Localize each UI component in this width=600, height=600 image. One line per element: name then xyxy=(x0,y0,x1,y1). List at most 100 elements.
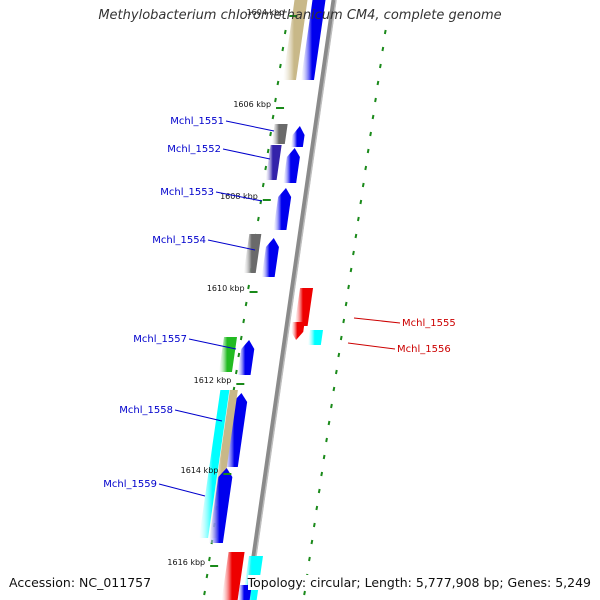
gene-leader-line xyxy=(188,338,237,350)
gene-leader-line xyxy=(225,120,275,132)
gene-block xyxy=(307,330,324,345)
gene-leader-line xyxy=(215,191,263,202)
gene-block xyxy=(294,288,314,326)
outer-tick-mark xyxy=(354,233,358,239)
outer-tick-mark xyxy=(376,80,380,86)
gene-leader-line xyxy=(158,483,206,497)
inner-tick-mark xyxy=(266,148,270,154)
inner-tick-mark xyxy=(261,182,265,188)
gene-block xyxy=(300,0,326,80)
inner-tick-mark xyxy=(264,165,268,171)
inner-tick-mark xyxy=(203,590,206,596)
gene-label-mchl-1558[interactable]: Mchl_1558 xyxy=(119,405,173,416)
outer-tick-mark xyxy=(320,471,324,477)
outer-tick-mark xyxy=(308,556,311,562)
genome-backbone-highlight xyxy=(248,0,337,600)
outer-tick-mark xyxy=(352,250,355,256)
tick-label: 1604 kbp xyxy=(247,8,285,17)
inner-tick-mark xyxy=(281,46,285,52)
outer-tick-mark xyxy=(374,97,377,103)
outer-tick-mark xyxy=(361,182,365,188)
gene-block xyxy=(291,322,305,340)
outer-tick-mark xyxy=(379,63,382,69)
gene-block xyxy=(271,124,288,144)
outer-tick-mark xyxy=(359,199,363,205)
outer-tick-mark xyxy=(342,318,346,324)
gene-block xyxy=(283,148,300,183)
outer-tick-mark xyxy=(327,420,331,426)
outer-tick-mark xyxy=(310,539,314,545)
inner-tick-mark xyxy=(256,216,260,222)
gene-block xyxy=(218,337,238,372)
gene-leader-line xyxy=(222,148,271,160)
inner-tick-mark xyxy=(239,335,243,341)
accession-text: Accession: NC_011757 xyxy=(9,575,152,590)
genome-title: Methylobacterium chloromethanicum CM4, c… xyxy=(98,8,502,23)
inner-tick-mark xyxy=(276,80,280,86)
gene-leader-line xyxy=(347,342,396,350)
gene-label-mchl-1551[interactable]: Mchl_1551 xyxy=(170,116,224,127)
outer-tick-mark xyxy=(356,216,360,222)
gene-label-mchl-1553[interactable]: Mchl_1553 xyxy=(160,187,214,198)
inner-tick-mark xyxy=(237,352,241,358)
inner-tick-mark xyxy=(242,318,246,324)
outer-tick-mark xyxy=(334,369,338,375)
outer-tick-mark xyxy=(317,488,321,494)
outer-tick-mark xyxy=(366,148,370,154)
outer-tick-mark xyxy=(303,590,306,596)
gene-block xyxy=(282,0,308,80)
gene-label-mchl-1554[interactable]: Mchl_1554 xyxy=(152,235,206,246)
outer-tick-mark xyxy=(322,454,326,460)
outer-tick-mark xyxy=(383,29,387,35)
tick-label: 1612 kbp xyxy=(194,376,232,385)
inner-tick-mark xyxy=(269,131,272,137)
gene-label-mchl-1552[interactable]: Mchl_1552 xyxy=(167,144,221,155)
inner-tick-mark xyxy=(279,63,282,69)
outer-tick-mark xyxy=(337,352,341,358)
gene-block xyxy=(221,552,245,600)
outer-tick-mark xyxy=(330,403,333,409)
gene-block xyxy=(290,126,305,147)
outer-tick-mark xyxy=(325,437,328,443)
gene-block xyxy=(199,390,230,538)
inner-tick-mark xyxy=(205,573,209,579)
outer-tick-mark xyxy=(349,267,353,273)
outer-tick-mark xyxy=(381,46,385,52)
gene-block xyxy=(237,340,255,375)
gene-block xyxy=(243,234,262,273)
tick-label: 1616 kbp xyxy=(167,558,205,567)
outer-tick-mark xyxy=(364,165,368,171)
gene-label-mchl-1557[interactable]: Mchl_1557 xyxy=(133,334,187,345)
gene-leader-line xyxy=(353,317,401,324)
outer-tick-mark xyxy=(371,114,375,120)
inner-tick-mark xyxy=(208,556,211,562)
tick-label: 1610 kbp xyxy=(207,284,245,293)
outer-tick-mark xyxy=(332,386,336,392)
inner-tick-mark xyxy=(247,284,250,290)
outer-tick-mark xyxy=(315,505,319,511)
tick-label: 1614 kbp xyxy=(181,466,219,475)
inner-tick-mark xyxy=(234,369,238,375)
gene-label-mchl-1559[interactable]: Mchl_1559 xyxy=(103,479,157,490)
tick-label: 1606 kbp xyxy=(233,100,271,109)
gene-block xyxy=(273,188,292,230)
outer-tick-mark xyxy=(339,335,343,341)
inner-tick-mark xyxy=(271,114,275,120)
genome-backbone xyxy=(245,0,337,600)
inner-tick-mark xyxy=(283,29,287,35)
outer-tick-mark xyxy=(347,284,350,290)
outer-tick-mark xyxy=(344,301,348,307)
outer-tick-mark xyxy=(312,522,316,528)
gene-block xyxy=(208,468,233,543)
inner-tick-mark xyxy=(274,97,277,103)
genome-summary-text: Topology: circular; Length: 5,777,908 bp… xyxy=(247,575,591,590)
gene-label-mchl-1556[interactable]: Mchl_1556 xyxy=(397,344,451,355)
gene-block xyxy=(261,238,279,277)
gene-label-mchl-1555[interactable]: Mchl_1555 xyxy=(402,318,456,329)
gene-block xyxy=(265,145,282,180)
inner-tick-mark xyxy=(244,301,248,307)
gene-leader-line xyxy=(174,409,223,422)
gene-leader-line xyxy=(207,239,256,251)
